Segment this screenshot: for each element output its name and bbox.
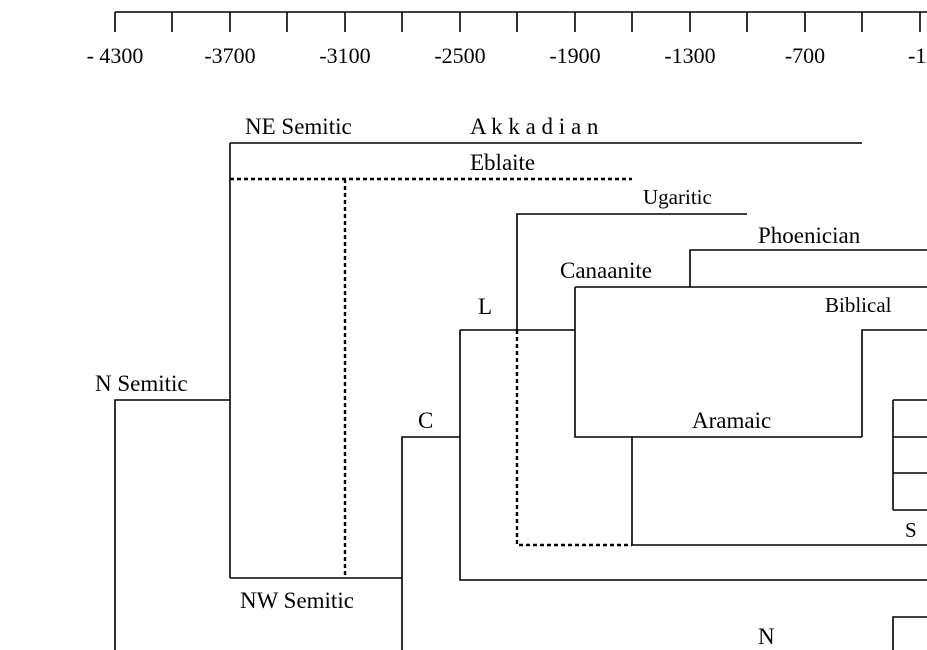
branch [689,249,927,287]
node-label: N Semitic [95,371,188,396]
node-label: Phoenician [758,223,861,248]
branch [516,213,747,330]
axis-label: -1300 [664,43,715,68]
branch [861,329,927,437]
node-label: NE Semitic [245,114,352,139]
node-label: L [478,294,492,319]
axis-label: -2500 [434,43,485,68]
node-label: Ugaritic [643,185,712,209]
labels: NE Semitic A k k a d i a n Eblaite Ugari… [95,114,917,649]
node-label: Biblical [825,293,892,317]
branch [401,436,460,650]
timeline-axis: - 4300 -3700 -3100 -2500 -1900 -1300 -70… [87,11,927,68]
branch-dashed [515,330,632,547]
branch [459,330,927,581]
node-label: S [905,518,917,542]
node-label: N [758,624,775,649]
axis-label: -1900 [549,43,600,68]
axis-label: - 4300 [87,43,144,68]
branches [114,142,927,650]
axis-label: -3700 [204,43,255,68]
branch [114,399,230,650]
axis-label: -700 [785,43,825,68]
branch [892,616,927,650]
axis-label: -1 [908,43,926,68]
node-label: Eblaite [470,150,535,175]
branch [574,287,862,438]
node-label: A k k a d i a n [470,114,599,139]
axis-label: -3100 [319,43,370,68]
node-label: C [418,408,433,433]
node-label: Canaanite [560,258,652,283]
node-label: Aramaic [692,408,771,433]
node-label: NW Semitic [240,588,354,613]
